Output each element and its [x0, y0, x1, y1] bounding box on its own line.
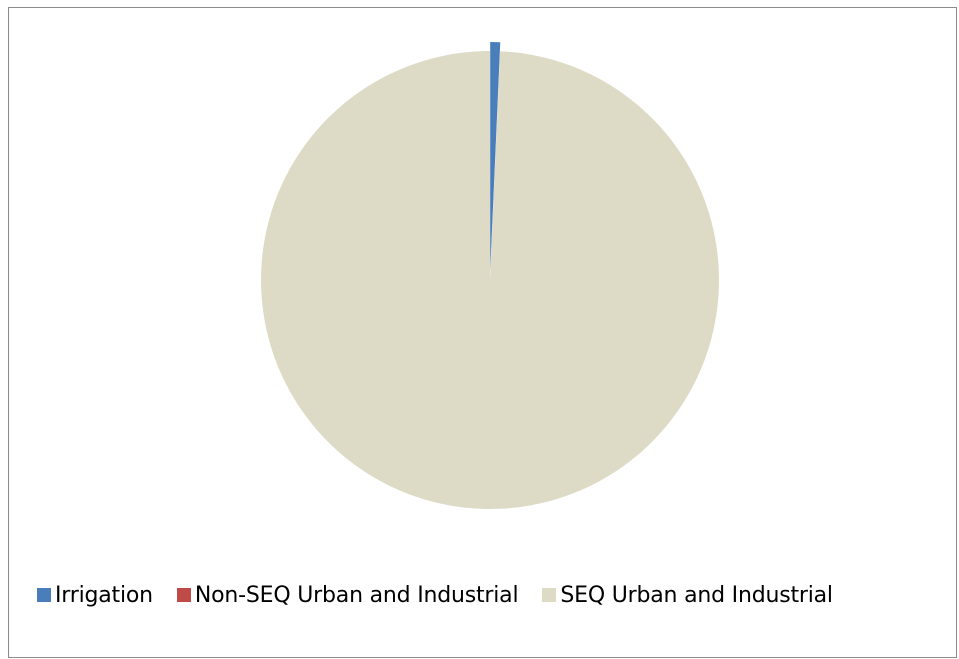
legend-item-irrigation: Irrigation	[37, 583, 153, 608]
pie-slice-irrigation	[490, 42, 501, 272]
legend-label-non-seq: Non-SEQ Urban and Industrial	[194, 582, 519, 608]
legend-swatch-irrigation	[37, 588, 51, 602]
legend-label-seq: SEQ Urban and Industrial	[560, 582, 833, 608]
pie-chart	[261, 42, 719, 510]
legend-swatch-non-seq	[176, 588, 191, 602]
chart-area: Irrigation Non-SEQ Urban and Industrial …	[8, 7, 957, 658]
legend: Irrigation Non-SEQ Urban and Industrial …	[37, 579, 833, 611]
pie-slice-seq-urban-and-industrial	[261, 51, 719, 510]
legend-item-non-seq: Non-SEQ Urban and Industrial	[176, 582, 519, 608]
legend-swatch-seq	[542, 588, 557, 602]
legend-label-irrigation: Irrigation	[55, 582, 153, 608]
legend-item-seq: SEQ Urban and Industrial	[542, 582, 833, 608]
